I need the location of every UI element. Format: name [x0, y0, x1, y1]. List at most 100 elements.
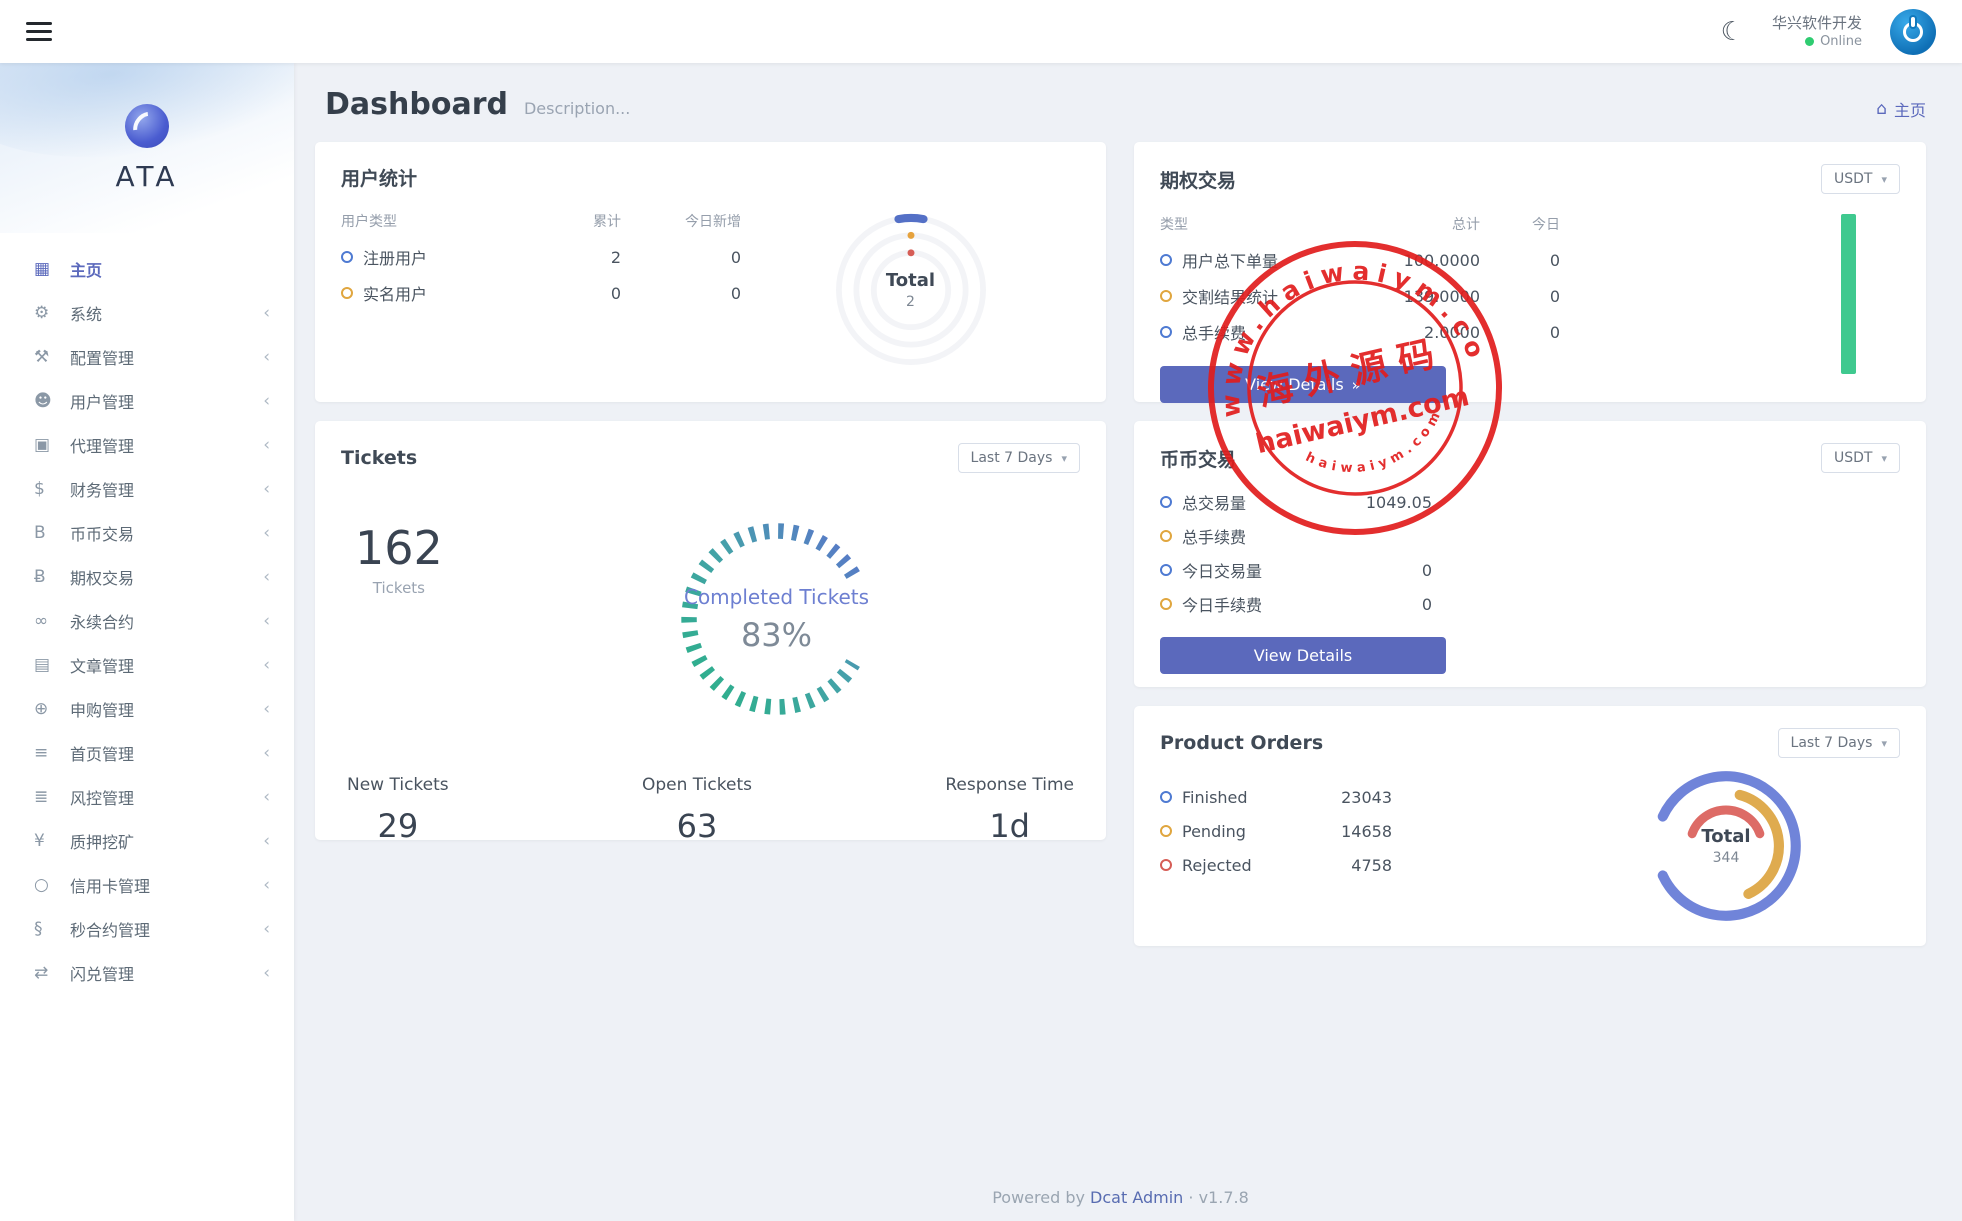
footer-powered: Powered by	[992, 1188, 1085, 1207]
chart-bar-icon: ▦	[34, 259, 51, 279]
row-value: 0	[1421, 594, 1432, 614]
sidebar-item-label: 代理管理	[70, 437, 135, 456]
row-value: 4758	[1351, 855, 1392, 875]
list-item: Finished 23043	[1160, 780, 1580, 814]
power-logo-icon	[1903, 21, 1923, 42]
list-icon: ≡	[34, 743, 49, 763]
tickets-title: Tickets	[341, 447, 418, 469]
row-today: 0	[1549, 322, 1560, 342]
stat-open-tickets: Open Tickets 63	[642, 775, 752, 845]
hamburger-menu-icon[interactable]	[26, 17, 52, 46]
sidebar-item-homepage[interactable]: ≡ 首页管理 ‹	[0, 731, 294, 775]
table-row: 交割结果统计 139.0000 0	[1160, 278, 1560, 314]
sidebar-item-label: 首页管理	[70, 745, 135, 764]
column-header: 用户类型	[341, 214, 397, 230]
sidebar-item-articles[interactable]: ▤ 文章管理 ‹	[0, 643, 294, 687]
sidebar-item-subscription[interactable]: ⊕ 申购管理 ‹	[0, 687, 294, 731]
chevron-down-icon: ▾	[1881, 736, 1887, 750]
row-label: 注册用户	[363, 249, 428, 268]
row-value: 0	[1421, 560, 1432, 580]
tickets-count: 162 Tickets	[355, 521, 443, 597]
footer-separator: ·	[1188, 1188, 1194, 1207]
sidebar-item-flash-exchange[interactable]: ⇄ 闪兑管理 ‹	[0, 951, 294, 995]
sidebar-item-risk-control[interactable]: ≣ 风控管理 ‹	[0, 775, 294, 819]
row-label: 交割结果统计	[1182, 288, 1279, 307]
row-label: 用户总下单量	[1182, 252, 1279, 271]
product-orders-range-select[interactable]: Last 7 Days ▾	[1777, 728, 1900, 758]
options-view-details-button[interactable]: View Details »	[1160, 366, 1446, 403]
coin-view-details-button[interactable]: View Details	[1160, 637, 1446, 674]
online-dot-icon	[1805, 37, 1815, 47]
product-orders-list: Finished 23043 Pending 14658 Rejected 47…	[1160, 780, 1580, 882]
online-status: Online	[1772, 33, 1862, 51]
company-name: 华兴软件开发	[1771, 13, 1862, 32]
sidebar-item-spot-trading[interactable]: B 币币交易 ‹	[0, 511, 294, 555]
sidebar-item-system[interactable]: ⚙ 系统 ‹	[0, 291, 294, 335]
dcat-admin-link[interactable]: Dcat Admin	[1090, 1188, 1184, 1207]
sidebar-item-finance[interactable]: $ 财务管理 ‹	[0, 467, 294, 511]
chevron-left-icon: ‹	[263, 346, 270, 367]
chevron-left-icon: ‹	[263, 478, 270, 499]
chevron-down-icon: ▾	[1881, 172, 1887, 186]
table-row: 总手续费 2.0000 0	[1160, 314, 1560, 350]
row-label: 今日手续费	[1182, 596, 1263, 615]
list-item: 总交易量 1049.05	[1160, 485, 1900, 519]
sidebar-item-agents[interactable]: ▣ 代理管理 ‹	[0, 423, 294, 467]
sidebar-item-credit-card[interactable]: ○ 信用卡管理 ‹	[0, 863, 294, 907]
wrench-icon: ⚒	[34, 347, 50, 367]
chevron-left-icon: ‹	[263, 874, 270, 895]
layers-icon: §	[34, 919, 43, 939]
dollar-icon: $	[34, 479, 45, 499]
currency-value: USDT	[1834, 450, 1873, 466]
chevron-left-icon: ‹	[263, 302, 270, 323]
row-value: 14658	[1341, 821, 1392, 841]
row-label: 总交易量	[1182, 494, 1247, 513]
options-currency-select[interactable]: USDT ▾	[1821, 164, 1900, 194]
options-bar-chart	[1841, 214, 1856, 374]
user-stats-donut-chart: Total 2	[818, 197, 1004, 383]
stat-label: New Tickets	[347, 775, 449, 795]
sidebar-item-label: 风控管理	[70, 789, 135, 808]
row-value: 1049.05	[1365, 492, 1432, 512]
row-label: Rejected	[1182, 855, 1252, 875]
sidebar-item-users[interactable]: ☻ 用户管理 ‹	[0, 379, 294, 423]
donut-total-label: Total	[885, 270, 936, 291]
row-label: 实名用户	[363, 285, 428, 304]
coin-currency-select[interactable]: USDT ▾	[1821, 443, 1900, 473]
tickets-count-label: Tickets	[372, 579, 425, 597]
account-info[interactable]: 华兴软件开发 Online	[1772, 13, 1862, 51]
breadcrumb[interactable]: ⌂ 主页	[1876, 97, 1926, 121]
button-label: View Details	[1245, 375, 1344, 394]
sidebar-item-home[interactable]: ▦ 主页	[0, 247, 294, 291]
options-trading-card: 期权交易 USDT ▾ 类型 总计 今日 用户总下单量 100.0000	[1134, 142, 1926, 403]
bitcoin-icon: Ƀ	[34, 567, 46, 587]
dark-mode-moon-icon[interactable]: ☾	[1720, 16, 1744, 47]
sidebar-item-options-trading[interactable]: Ƀ 期权交易 ‹	[0, 555, 294, 599]
chevron-left-icon: ‹	[263, 918, 270, 939]
sidebar-item-perpetual[interactable]: ∞ 永续合约 ‹	[0, 599, 294, 643]
sidebar-item-config[interactable]: ⚒ 配置管理 ‹	[0, 335, 294, 379]
tickets-range-select[interactable]: Last 7 Days ▾	[957, 443, 1080, 473]
column-header: 今日	[1532, 217, 1560, 233]
product-orders-donut-chart: Total 344	[1636, 756, 1816, 936]
row-total: 139.0000	[1403, 286, 1480, 306]
sidebar-item-staking[interactable]: ¥ 质押挖矿 ‹	[0, 819, 294, 863]
brand-name: ATA	[115, 159, 179, 193]
exchange-icon: ⇄	[34, 963, 49, 983]
coin-trading-title: 币币交易	[1160, 448, 1237, 471]
list-item: Pending 14658	[1160, 814, 1580, 848]
row-bullet-icon	[1160, 326, 1172, 338]
page-subtitle: Description...	[523, 99, 631, 118]
list-item: 今日交易量 0	[1160, 553, 1900, 587]
row-label: 总手续费	[1182, 324, 1247, 343]
sidebar-item-second-contract[interactable]: § 秒合约管理 ‹	[0, 907, 294, 951]
column-header: 总计	[1452, 217, 1480, 233]
row-bullet-icon	[1160, 254, 1172, 266]
id-card-icon: ▣	[34, 435, 51, 455]
sidebar-item-label: 用户管理	[70, 393, 135, 412]
range-value: Last 7 Days	[970, 450, 1053, 466]
coin-trading-card: 币币交易 USDT ▾ 总交易量 1049.05 总手续费	[1134, 421, 1926, 687]
avatar[interactable]	[1890, 8, 1936, 55]
sidebar-item-label: 币币交易	[70, 525, 135, 544]
row-bullet-icon	[341, 251, 353, 263]
